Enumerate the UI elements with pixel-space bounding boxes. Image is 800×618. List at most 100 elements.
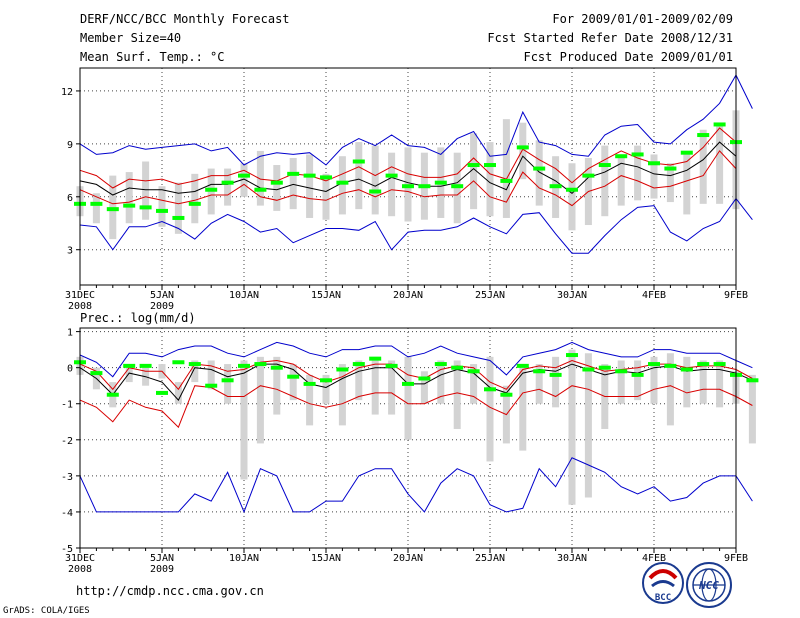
mean-marker bbox=[680, 367, 693, 372]
ncc-logo-text: NCC bbox=[698, 579, 719, 592]
range-box bbox=[552, 356, 560, 408]
range-box bbox=[699, 360, 707, 404]
mean-marker bbox=[484, 387, 496, 392]
range-box bbox=[502, 119, 510, 218]
max-line bbox=[79, 74, 753, 166]
mean-marker bbox=[156, 390, 168, 395]
range-box bbox=[256, 150, 264, 206]
mean-marker bbox=[402, 184, 414, 189]
x-tick-sublabel: 2008 bbox=[68, 564, 92, 575]
mean-marker bbox=[697, 362, 710, 367]
grads-credit: GrADS: COLA/IGES bbox=[3, 606, 90, 616]
mean-marker bbox=[631, 372, 644, 377]
range-box bbox=[322, 374, 330, 404]
range-box bbox=[634, 145, 642, 201]
range-box bbox=[437, 360, 445, 404]
x-tick-label: 10JAN bbox=[229, 553, 259, 564]
member-size: Member Size=40 bbox=[80, 31, 181, 45]
mean-marker bbox=[205, 383, 218, 388]
range-box bbox=[306, 374, 314, 426]
range-box bbox=[273, 165, 281, 211]
range-box bbox=[683, 154, 691, 215]
x-tick-label: 5JAN bbox=[150, 553, 174, 564]
mean-marker bbox=[90, 201, 103, 206]
range-box bbox=[716, 124, 724, 204]
range-box bbox=[142, 161, 150, 220]
chart-title: DERF/NCC/BCC Monthly Forecast bbox=[80, 12, 290, 26]
mean-marker bbox=[188, 201, 201, 206]
mean-marker bbox=[713, 122, 726, 127]
mean-marker bbox=[516, 145, 529, 150]
mean-marker bbox=[287, 374, 300, 379]
range-box bbox=[617, 360, 625, 404]
range-box bbox=[191, 360, 199, 383]
mean-marker bbox=[254, 187, 267, 192]
mean-marker bbox=[713, 362, 726, 367]
mean-marker bbox=[320, 175, 332, 180]
mean-marker bbox=[467, 369, 480, 374]
x-tick-sublabel: 2009 bbox=[150, 301, 174, 312]
median-line bbox=[79, 141, 737, 196]
x-tick-label: 5JAN bbox=[150, 290, 174, 301]
range-box bbox=[371, 356, 379, 415]
footer-url[interactable]: http://cmdp.ncc.cma.gov.cn bbox=[76, 584, 264, 598]
mean-marker bbox=[287, 171, 300, 176]
range-box bbox=[699, 129, 707, 204]
range-box bbox=[486, 356, 494, 462]
range-box bbox=[289, 364, 297, 401]
x-tick-label: 20JAN bbox=[393, 290, 423, 301]
ncc-logo: NCC bbox=[686, 562, 732, 608]
mean-marker bbox=[598, 163, 611, 168]
y-tick-label: 6 bbox=[67, 193, 73, 204]
range-box bbox=[453, 360, 461, 429]
mean-marker bbox=[549, 372, 562, 377]
range-box bbox=[601, 145, 609, 217]
bcc-logo-text: BCC bbox=[655, 593, 671, 603]
x-tick-label: 15JAN bbox=[311, 290, 341, 301]
mean-marker bbox=[385, 173, 398, 178]
mean-marker bbox=[336, 367, 349, 372]
mean-marker bbox=[123, 363, 136, 368]
x-tick-label: 30JAN bbox=[557, 553, 587, 564]
mean-marker bbox=[598, 365, 611, 370]
range-box bbox=[634, 360, 642, 401]
mean-marker bbox=[139, 205, 152, 210]
y-tick-label: -3 bbox=[61, 472, 73, 483]
x-tick-label: 4FEB bbox=[642, 553, 666, 564]
range-box bbox=[748, 374, 756, 444]
range-box bbox=[355, 142, 363, 210]
mean-marker bbox=[172, 215, 185, 220]
mean-marker bbox=[434, 180, 447, 185]
bcc-logo: BCC bbox=[642, 562, 684, 604]
range-box bbox=[470, 133, 478, 210]
range-box bbox=[470, 364, 478, 404]
mean-marker bbox=[418, 376, 431, 381]
mean-marker bbox=[451, 184, 464, 189]
mean-marker bbox=[123, 203, 136, 208]
x-tick-label: 4FEB bbox=[642, 290, 666, 301]
mean-marker bbox=[369, 356, 382, 361]
mean-marker bbox=[402, 381, 414, 386]
y-tick-label: 0 bbox=[67, 364, 73, 375]
mean-marker bbox=[254, 362, 267, 367]
range-box bbox=[388, 152, 396, 217]
mean-marker bbox=[648, 161, 660, 166]
mean-marker bbox=[516, 363, 529, 368]
mean-marker bbox=[320, 378, 332, 383]
range-box bbox=[584, 353, 592, 498]
lower-quartile-line bbox=[79, 150, 737, 207]
mean-marker bbox=[369, 189, 382, 194]
range-box bbox=[650, 356, 658, 404]
mean-marker bbox=[172, 360, 185, 365]
range-box bbox=[125, 172, 133, 224]
min-line bbox=[79, 457, 753, 514]
x-tick-label: 25JAN bbox=[475, 553, 505, 564]
x-tick-sublabel: 2009 bbox=[150, 564, 174, 575]
x-tick-label: 15JAN bbox=[311, 553, 341, 564]
x-tick-sublabel: 2008 bbox=[68, 301, 92, 312]
range-box bbox=[240, 163, 248, 197]
mean-marker bbox=[664, 166, 677, 171]
mean-marker bbox=[500, 178, 513, 183]
